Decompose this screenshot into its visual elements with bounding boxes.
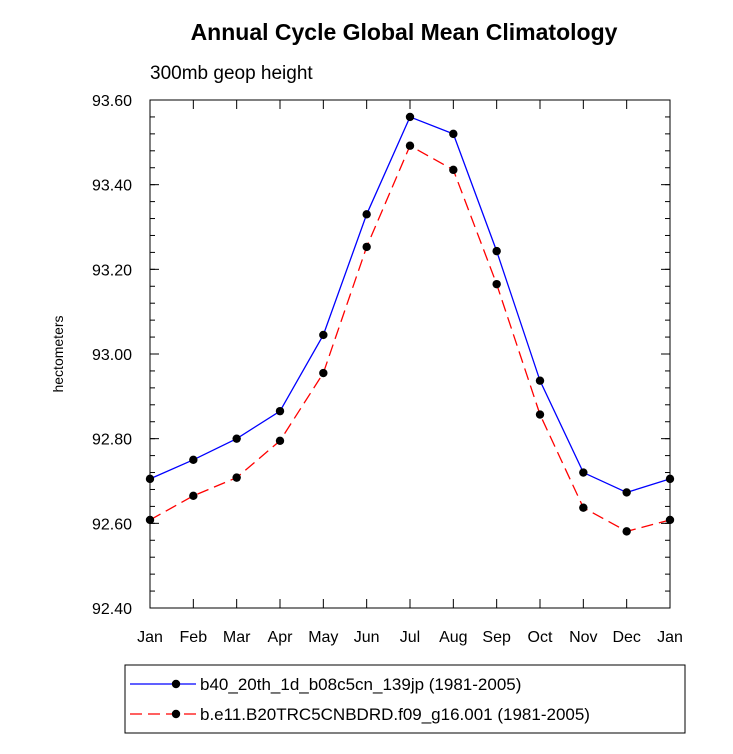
x-tick-label: Feb bbox=[180, 629, 208, 646]
series-1-point bbox=[492, 279, 501, 289]
x-tick-label: Apr bbox=[268, 629, 294, 646]
series-1-point bbox=[232, 473, 241, 482]
x-tick-label: Jun bbox=[354, 629, 380, 646]
y-tick-label: 93.60 bbox=[92, 93, 132, 110]
series-0-point bbox=[665, 474, 675, 484]
x-tick-label: Jul bbox=[400, 629, 420, 646]
y-tick-label: 92.40 bbox=[92, 601, 132, 618]
plot-frame bbox=[149, 99, 671, 609]
legend-label-0: b40_20th_1d_b08c5cn_139jp (1981-2005) bbox=[200, 675, 521, 694]
y-tick-label: 93.00 bbox=[92, 347, 132, 364]
x-tick-label: Mar bbox=[223, 629, 251, 646]
series-1-point bbox=[665, 515, 675, 525]
series-1-point bbox=[189, 491, 198, 501]
y-tick-label: 93.20 bbox=[92, 262, 132, 279]
x-tick-label: Dec bbox=[612, 629, 640, 646]
series-line-0 bbox=[149, 116, 671, 494]
x-tick-label: Jan bbox=[137, 629, 163, 646]
series-1-point bbox=[622, 527, 631, 536]
y-axis-label: hectometers bbox=[50, 315, 66, 392]
x-tick-label: Nov bbox=[569, 629, 597, 646]
legend-marker-1 bbox=[171, 709, 181, 719]
x-tick-label: Jan bbox=[657, 629, 683, 646]
x-tick-label: Oct bbox=[528, 629, 553, 646]
series-0-point bbox=[449, 129, 458, 139]
y-tick-label: 92.80 bbox=[92, 432, 132, 449]
series-1-point bbox=[362, 242, 371, 252]
series-0-point bbox=[189, 455, 198, 465]
series-0-point bbox=[319, 330, 328, 340]
series-1-point bbox=[579, 503, 588, 512]
x-tick-labels: Jan Feb Mar Apr May Jun Jul Aug Sep Oct Nov Dec Jan bbox=[137, 629, 683, 646]
legend-label-1: b.e11.B20TRC5CNBDRD.f09_g16.001 (1981-20… bbox=[200, 705, 590, 724]
series-0-point bbox=[232, 434, 241, 443]
series-1-point bbox=[449, 165, 458, 175]
legend: b40_20th_1d_b08c5cn_139jp (1981-2005) b.e… bbox=[130, 675, 590, 724]
chart-subtitle: 300mb geop height bbox=[150, 63, 313, 84]
series-lines bbox=[149, 116, 671, 533]
series-0-point bbox=[622, 488, 631, 497]
legend-marker-0 bbox=[171, 679, 181, 689]
series-0-point bbox=[275, 406, 285, 416]
axis-ticks bbox=[149, 99, 671, 609]
x-tick-label: Sep bbox=[482, 629, 511, 646]
series-line-1 bbox=[149, 144, 671, 533]
legend-box bbox=[124, 664, 686, 734]
x-tick-label: Aug bbox=[439, 629, 467, 646]
series-1-point bbox=[535, 410, 545, 419]
series-1-point bbox=[145, 515, 155, 525]
series-0-point bbox=[535, 376, 545, 385]
series-0-point bbox=[579, 468, 588, 477]
series-0-point bbox=[492, 246, 501, 256]
x-tick-label: May bbox=[308, 629, 338, 646]
y-tick-label: 93.40 bbox=[92, 178, 132, 195]
series-1-point bbox=[275, 436, 285, 445]
series-0-point bbox=[145, 474, 155, 484]
series-0-point bbox=[362, 210, 371, 219]
chart-title: Annual Cycle Global Mean Climatology bbox=[191, 19, 618, 45]
series-1-point bbox=[319, 368, 328, 378]
series-1-point bbox=[405, 141, 415, 150]
y-tick-labels: 92.40 92.60 92.80 93.00 93.20 93.40 93.60 bbox=[92, 93, 132, 618]
series-0-point bbox=[405, 112, 415, 122]
y-tick-label: 92.60 bbox=[92, 516, 132, 533]
series-markers bbox=[145, 112, 675, 536]
